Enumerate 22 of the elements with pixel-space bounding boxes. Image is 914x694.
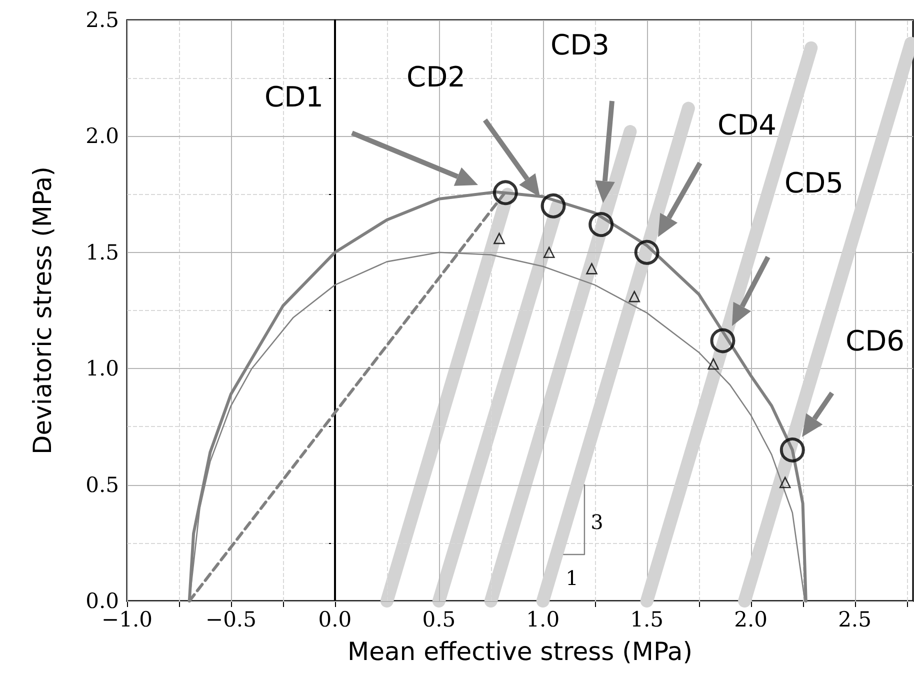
y-tick-label: 1.5 xyxy=(86,240,119,264)
y-tick-label: 2.5 xyxy=(86,8,119,32)
x-tick-label: 1.5 xyxy=(630,608,664,632)
annotation: 1 xyxy=(566,566,578,590)
annotation: 3 xyxy=(590,510,604,534)
annotation: CD1 xyxy=(264,80,324,114)
x-tick-label: 2.5 xyxy=(838,608,872,632)
annotation: CD6 xyxy=(846,324,904,358)
y-axis-title: Deviatoric stress (MPa) xyxy=(28,166,57,454)
y-tick-label: 0.5 xyxy=(86,472,119,497)
x-tick-label: 1.0 xyxy=(526,608,560,632)
annotation: CD4 xyxy=(718,108,776,142)
annotation: CD5 xyxy=(784,166,844,200)
y-tick-label: 2.0 xyxy=(86,124,119,148)
x-tick-label: 0.0 xyxy=(318,608,352,632)
x-axis-title: Mean effective stress (MPa) xyxy=(348,637,692,666)
x-tick-label: 2.0 xyxy=(734,608,768,632)
x-tick-label: 0.5 xyxy=(422,608,456,632)
annotation: CD2 xyxy=(406,60,466,94)
y-tick-label: 1.0 xyxy=(86,356,119,381)
x-tick-label: −0.5 xyxy=(205,608,256,632)
annotation: CD3 xyxy=(550,28,610,62)
